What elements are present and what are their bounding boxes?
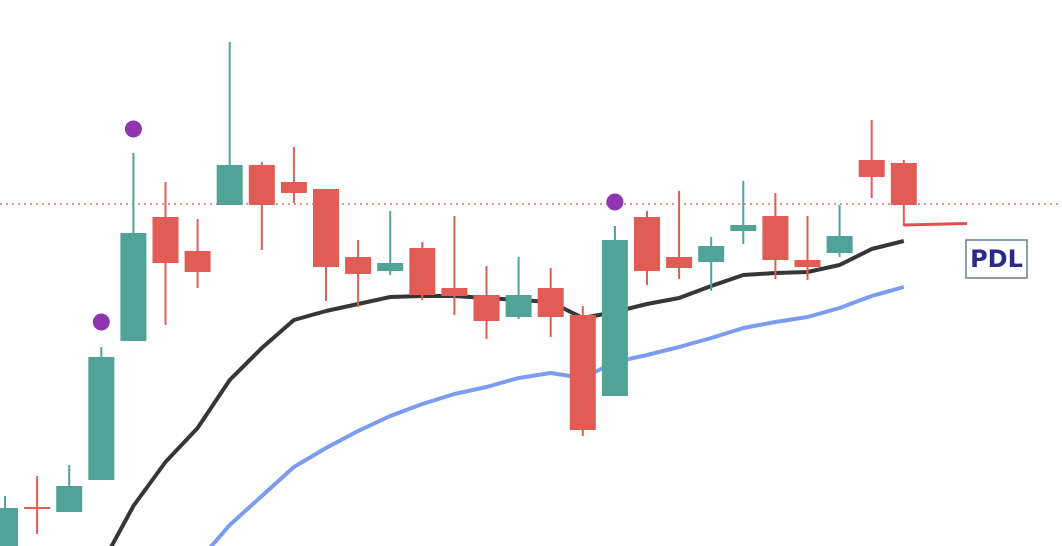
candle-body (345, 257, 372, 274)
candle-body (505, 295, 532, 317)
candle-body (730, 225, 757, 231)
candle-body (56, 486, 83, 512)
signal-dot (92, 313, 110, 331)
candle-body (216, 165, 243, 205)
pdl-label: PDL (970, 245, 1023, 273)
candle-body (120, 233, 147, 341)
candle-body (858, 160, 885, 177)
moving-average-line (109, 239, 905, 546)
candle-body (280, 182, 307, 193)
candle-body (826, 236, 853, 253)
signal-dot (606, 193, 624, 211)
candle-body (313, 189, 339, 267)
candle-body (152, 217, 179, 263)
candle-body (537, 288, 564, 317)
candle-body (569, 315, 596, 430)
candle-body (0, 508, 18, 546)
candle-body (601, 240, 628, 396)
candle-body (634, 217, 660, 271)
candle-body (441, 288, 468, 296)
candle-body (698, 246, 725, 262)
candle-body (794, 260, 821, 267)
candle-body (248, 165, 275, 205)
moving-average-line (208, 285, 905, 546)
candle-body (890, 163, 917, 205)
candle-body (184, 251, 211, 272)
pdl-box (965, 239, 1028, 279)
candle-body (762, 216, 789, 260)
candle-body (24, 507, 51, 509)
pdl-line (903, 222, 968, 227)
candle-body (666, 257, 693, 268)
candle-body (473, 295, 500, 321)
candle-body (377, 263, 404, 271)
candle-body (88, 357, 115, 480)
signal-dot (124, 120, 142, 138)
candle-body (409, 248, 436, 295)
